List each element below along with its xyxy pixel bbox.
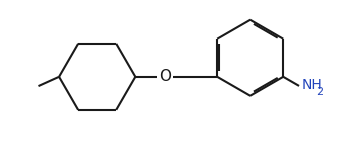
Text: O: O (159, 69, 171, 84)
Text: NH: NH (301, 78, 322, 92)
Text: 2: 2 (316, 87, 323, 97)
